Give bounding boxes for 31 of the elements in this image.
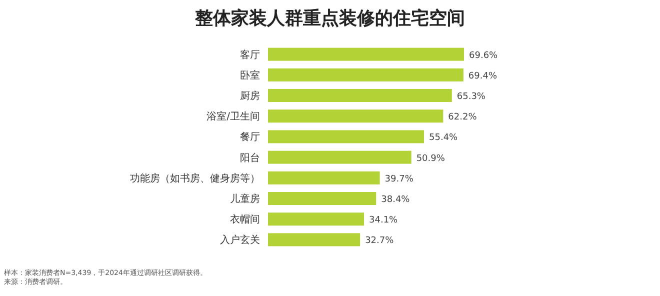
data-label: 69.6% — [469, 50, 498, 61]
y-tick-label: 浴室/卫生间 — [206, 110, 260, 123]
data-label: 32.7% — [365, 236, 394, 246]
y-tick-label: 衣帽间 — [230, 214, 260, 226]
bar — [268, 171, 380, 184]
data-label: 50.9% — [416, 154, 446, 164]
y-tick-label: 客厅 — [240, 48, 260, 61]
bar — [268, 150, 412, 164]
chart-title: 整体家装人群重点装修的住宅空间 — [194, 8, 465, 29]
bar — [268, 48, 464, 61]
bar — [268, 233, 360, 246]
bar — [268, 130, 424, 144]
data-label: 55.4% — [429, 133, 458, 144]
y-tick-label: 儿童房 — [230, 193, 260, 205]
data-label: 34.1% — [369, 216, 398, 226]
data-label: 38.4% — [381, 195, 410, 205]
y-tick-label: 卧室 — [240, 69, 260, 82]
bar — [268, 212, 364, 226]
y-tick-label: 厨房 — [240, 90, 260, 102]
data-label: 62.2% — [448, 112, 478, 123]
bar — [268, 89, 452, 102]
y-tick-label: 餐厅 — [240, 131, 260, 144]
data-label: 69.4% — [468, 71, 498, 82]
bar — [268, 192, 376, 205]
y-tick-label: 功能房（如书房、健身房等） — [130, 172, 260, 184]
y-tick-label: 阳台 — [240, 152, 260, 164]
bar — [268, 110, 444, 123]
y-tick-label: 入户玄关 — [220, 234, 260, 246]
data-label: 65.3% — [456, 92, 486, 102]
bar — [268, 68, 464, 82]
data-label: 39.7% — [384, 174, 414, 184]
